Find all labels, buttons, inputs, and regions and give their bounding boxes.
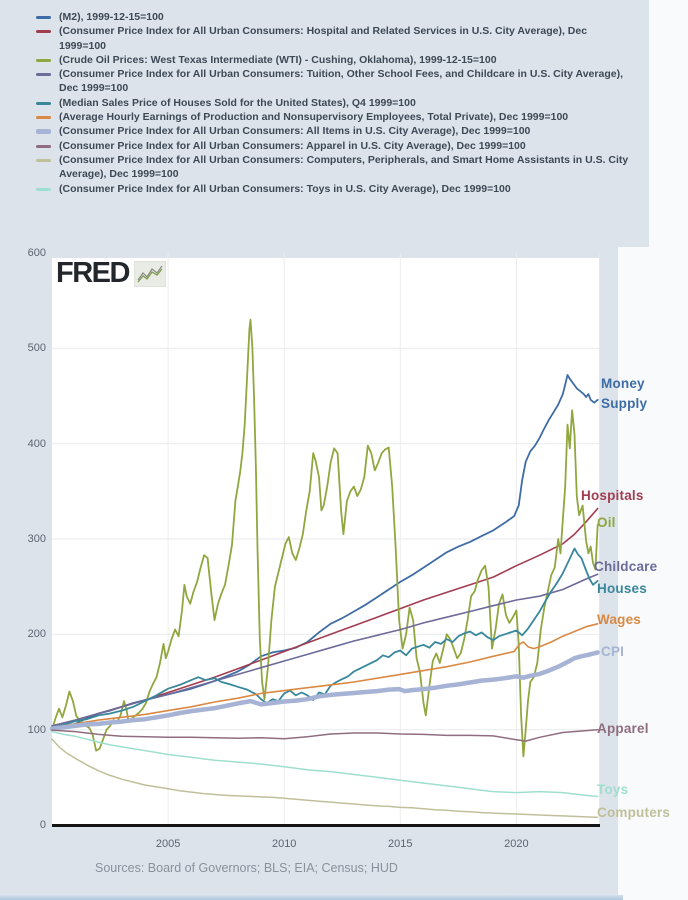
legend-swatch-wages: [36, 116, 51, 120]
plot-background: [52, 258, 600, 827]
legend-swatch-apparel: [36, 144, 51, 148]
legend-label: (Crude Oil Prices: West Texas Intermedia…: [59, 53, 497, 66]
legend-item-apparel: (Consumer Price Index for All Urban Cons…: [36, 139, 632, 153]
fred-logo-text: FRED: [56, 257, 130, 289]
legend-swatch-hospitals: [36, 30, 51, 34]
legend-label: (M2), 1999-12-15=100: [59, 11, 164, 23]
legend-swatch-m2: [36, 16, 51, 19]
legend-label: (Consumer Price Index for All Urban Cons…: [59, 125, 531, 138]
y-tick-label: 100: [27, 723, 46, 736]
legend-label: (Consumer Price Index for All Urban Cons…: [59, 139, 526, 152]
legend-item-toys: (Consumer Price Index for All Urban Cons…: [36, 182, 632, 196]
x-axis-line: [52, 824, 600, 827]
x-tick-label: 2010: [271, 838, 297, 850]
series-end-label-apparel: Apparel: [597, 721, 649, 736]
legend-label: (Median Sales Price of Houses Sold for t…: [59, 96, 416, 109]
sources-note: Sources: Board of Governors; BLS; EIA; C…: [95, 861, 398, 875]
legend-swatch-houses: [36, 101, 51, 105]
legend-swatch-computers: [36, 158, 51, 162]
legend-item-m2: (M2), 1999-12-15=100: [36, 10, 632, 24]
x-tick-label: 2020: [504, 838, 529, 850]
chart-canvas[interactable]: [49, 253, 600, 825]
legend-item-hospitals: (Consumer Price Index for All Urban Cons…: [36, 24, 632, 53]
series-line-computers[interactable]: [51, 738, 599, 819]
legend: (M2), 1999-12-15=100 (Consumer Price Inde…: [36, 10, 632, 196]
series-end-label-toys: Toys: [597, 782, 629, 797]
series-end-label-computers: Computers: [597, 805, 671, 820]
series-end-label-oil: Oil: [597, 515, 616, 530]
series-end-label-childcare: Childcare: [594, 559, 658, 574]
legend-swatch-cpi: [36, 129, 51, 135]
line-chart-icon: [133, 260, 166, 287]
right-margin-panel-top: [649, 0, 688, 247]
legend-swatch-childcare: [36, 73, 51, 77]
y-tick-label: 300: [27, 533, 46, 545]
series-line-oil[interactable]: [51, 318, 599, 758]
series-line-apparel[interactable]: [51, 728, 599, 742]
y-tick-label: 600: [27, 247, 46, 259]
x-tick-label: 2005: [155, 838, 181, 850]
series-line-toys[interactable]: [51, 730, 599, 798]
series-end-label-cpi: CPI: [601, 644, 625, 659]
series-line-wages[interactable]: [51, 622, 599, 729]
legend-label: (Average Hourly Earnings of Production a…: [59, 111, 569, 124]
legend-swatch-oil: [36, 58, 51, 62]
series-end-label-hospitals: Hospitals: [581, 488, 644, 503]
bottom-divider-strip: [0, 895, 623, 900]
y-tick-label: 400: [27, 437, 46, 450]
series-end-label-m2: Money Supply: [601, 376, 648, 411]
right-margin-panel-bottom: [618, 247, 688, 900]
legend-item-childcare: (Consumer Price Index for All Urban Cons…: [36, 67, 632, 96]
legend-item-wages: (Average Hourly Earnings of Production a…: [36, 110, 632, 124]
legend-label: (Consumer Price Index for All Urban Cons…: [59, 182, 511, 195]
legend-item-computers: (Consumer Price Index for All Urban Cons…: [36, 153, 632, 182]
legend-swatch-toys: [36, 187, 51, 191]
legend-item-houses: (Median Sales Price of Houses Sold for t…: [36, 96, 632, 110]
legend-label: (Consumer Price Index for All Urban Cons…: [59, 25, 588, 52]
series-line-houses[interactable]: [51, 547, 599, 729]
y-tick-label: 500: [27, 342, 46, 355]
legend-item-oil: (Crude Oil Prices: West Texas Intermedia…: [36, 53, 632, 67]
legend-label: (Consumer Price Index for All Urban Cons…: [59, 153, 629, 181]
legend-item-cpi: (Consumer Price Index for All Urban Cons…: [36, 124, 632, 138]
series-line-cpi[interactable]: [49, 650, 600, 731]
fred-logo[interactable]: FRED: [56, 257, 166, 290]
x-tick-label: 2015: [388, 838, 413, 850]
series-end-label-houses: Houses: [597, 581, 647, 596]
series-end-label-wages: Wages: [597, 612, 642, 627]
legend-label: (Consumer Price Index for All Urban Cons…: [59, 68, 623, 95]
y-tick-label: 0: [39, 819, 46, 831]
y-tick-label: 200: [27, 628, 46, 641]
